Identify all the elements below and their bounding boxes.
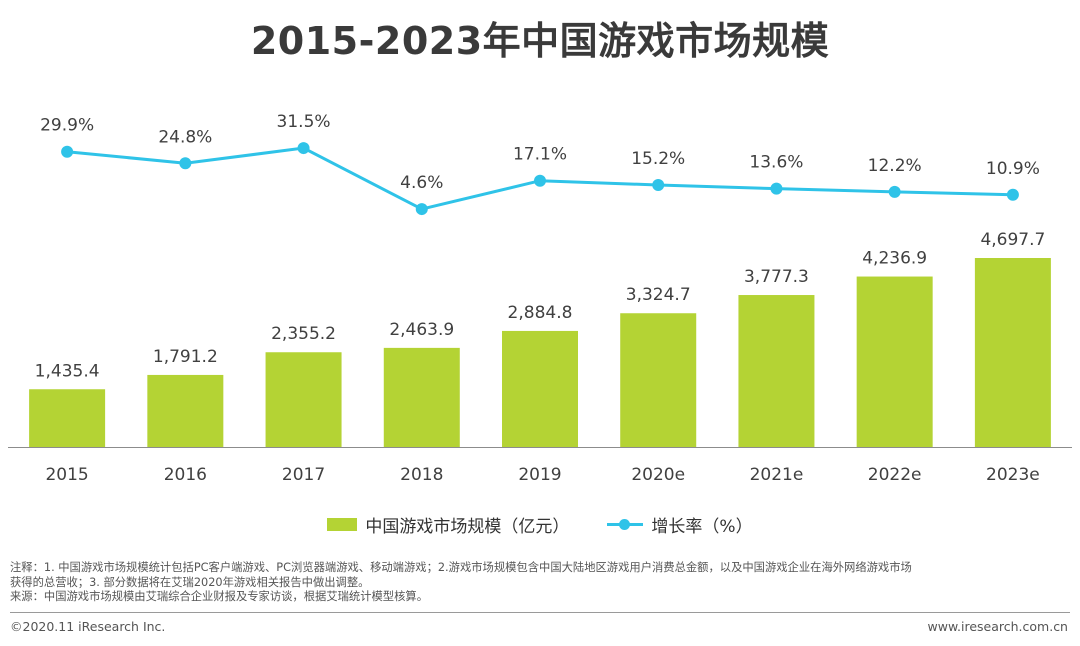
legend-line-label: 增长率（%） (651, 517, 753, 537)
x-tick-label: 2017 (282, 465, 325, 485)
copyright: ©2020.11 iResearch Inc. (10, 619, 166, 634)
bar-2021e (738, 295, 815, 447)
bar-value-label: 2,463.9 (389, 320, 454, 340)
bar-2020e (620, 313, 697, 447)
bar-value-label: 1,435.4 (35, 361, 100, 381)
footer-divider (10, 612, 1070, 613)
growth-point-2015 (61, 145, 74, 158)
bar-2023e (974, 258, 1051, 447)
bar-2018 (383, 347, 460, 447)
source-line: 来源：中国游戏市场规模由艾瑞综合企业财报及专家访谈，根据艾瑞统计模型核算。 (10, 590, 428, 603)
note-line-1: 注释：1. 中国游戏市场规模统计包括PC客户端游戏、PC浏览器端游戏、移动端游戏… (10, 561, 912, 574)
growth-value-label: 17.1% (513, 145, 567, 165)
x-tick-label: 2021e (750, 465, 804, 485)
note-line-2: 获得的总营收；3. 部分数据将在艾瑞2020年游戏相关报告中做出调整。 (10, 575, 370, 589)
x-tick-label: 2020e (631, 465, 685, 485)
legend-line-swatch (607, 518, 644, 531)
bar-2019 (502, 330, 578, 447)
x-tick-label: 2016 (164, 465, 207, 485)
bar-value-label: 1,791.2 (153, 347, 218, 367)
legend-item-growth-rate[interactable]: 增长率（%） (607, 512, 753, 537)
x-tick-label: 2019 (518, 465, 561, 485)
growth-point-2016 (179, 157, 192, 170)
bar-2015 (29, 389, 106, 447)
bar-value-label: 3,777.3 (744, 267, 809, 287)
growth-value-label: 24.8% (158, 127, 212, 147)
x-tick-label: 2022e (868, 465, 922, 485)
growth-point-2022e (888, 185, 901, 198)
x-tick-label: 2015 (45, 465, 88, 485)
growth-point-2023e (1006, 188, 1019, 201)
website-link[interactable]: www.iresearch.com.cn (927, 619, 1069, 634)
growth-value-label: 12.2% (868, 156, 922, 176)
growth-value-label: 15.2% (631, 149, 685, 169)
bar-value-label: 2,884.8 (508, 303, 573, 323)
legend-item-market-size[interactable]: 中国游戏市场规模（亿元） (327, 512, 569, 537)
x-tick-label: 2023e (986, 465, 1040, 485)
legend-bar-label: 中国游戏市场规模（亿元） (365, 517, 570, 537)
growth-value-label: 13.6% (749, 153, 803, 173)
bar-value-label: 4,697.7 (980, 230, 1045, 250)
chart-title: 2015-2023年中国游戏市场规模 (250, 19, 830, 63)
growth-point-2021e (770, 182, 783, 195)
growth-value-label: 10.9% (986, 159, 1040, 179)
bar-2017 (265, 352, 342, 447)
x-tick-label: 2018 (400, 465, 443, 485)
bar-value-label: 2,355.2 (271, 324, 336, 344)
growth-value-label: 29.9% (40, 116, 94, 136)
legend-bar-swatch (327, 518, 358, 531)
growth-point-2018 (415, 203, 428, 216)
legend: 中国游戏市场规模（亿元） 增长率（%） (0, 512, 1080, 537)
bar-value-label: 3,324.7 (626, 285, 691, 305)
growth-value-label: 31.5% (277, 112, 331, 132)
growth-value-label: 4.6% (400, 173, 443, 193)
notes: 注释：1. 中国游戏市场规模统计包括PC客户端游戏、PC浏览器端游戏、移动端游戏… (10, 561, 1072, 605)
bar-value-label: 4,236.9 (862, 249, 927, 269)
growth-point-2019 (534, 174, 546, 187)
combo-chart: 1,435.4 2015 1,791.2 2016 2,355.2 2017 2,463.9… (8, 112, 1072, 485)
bar-2022e (856, 276, 933, 447)
bar-2016 (147, 374, 224, 447)
growth-point-2017 (297, 142, 310, 155)
growth-point-2020e (652, 179, 665, 192)
